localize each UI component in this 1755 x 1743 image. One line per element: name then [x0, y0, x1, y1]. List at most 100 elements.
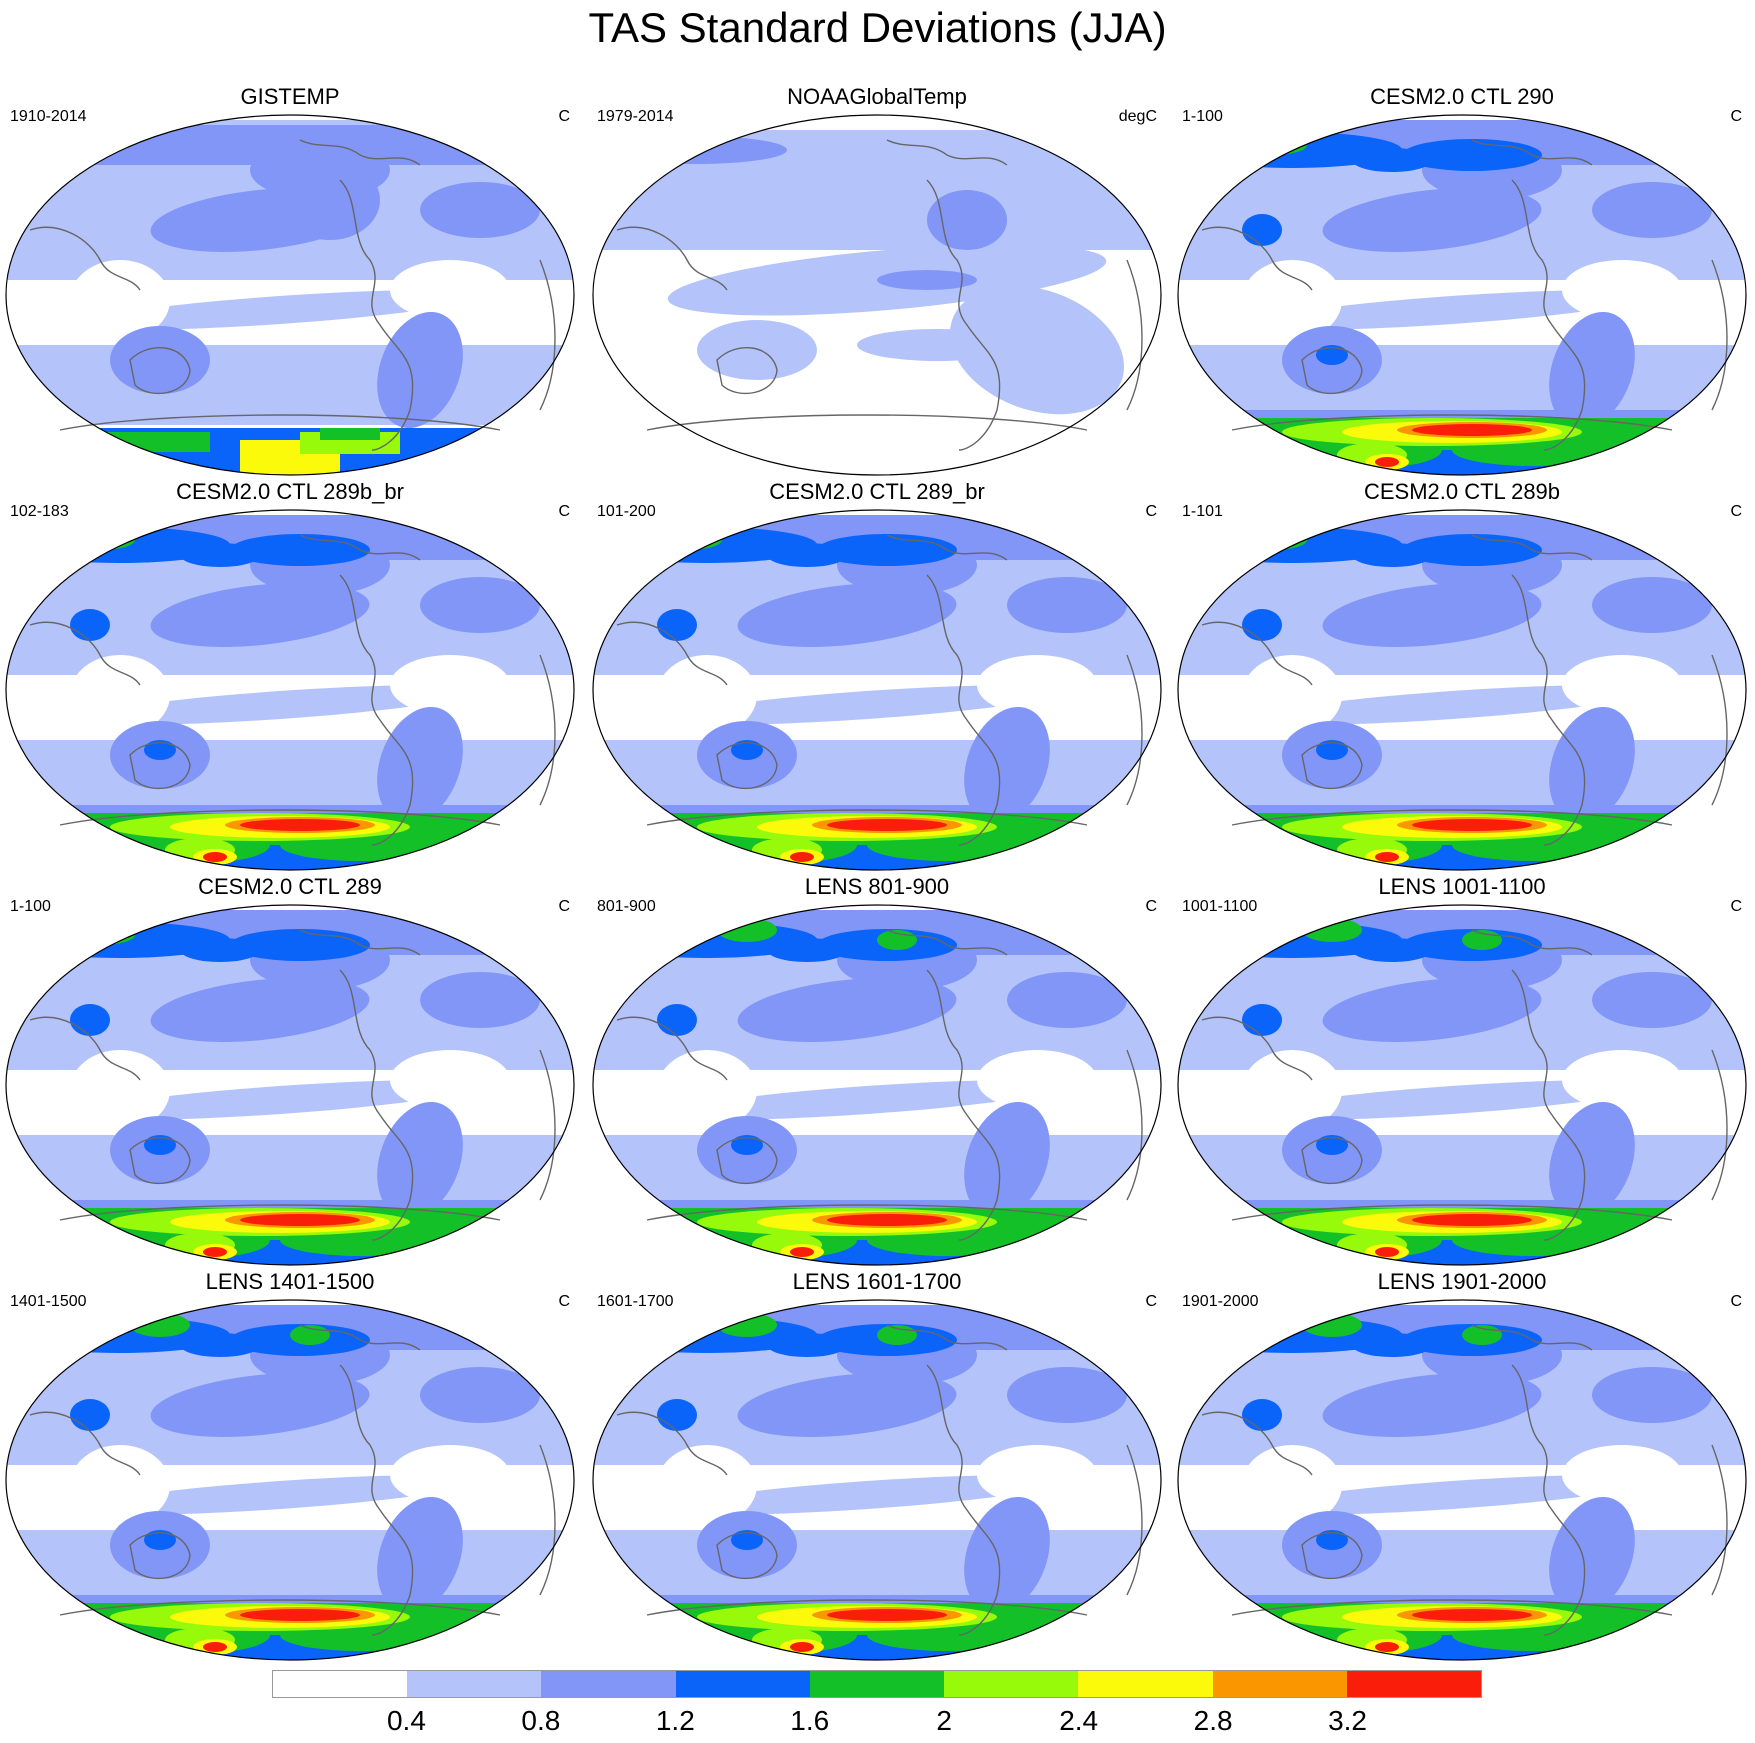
- field-shading: [593, 905, 1161, 1265]
- map-panel: LENS 1401-1500 1401-1500 C: [0, 1269, 580, 1664]
- panel-title: LENS 1901-2000: [1377, 1269, 1547, 1294]
- panel-units: degC: [1118, 108, 1157, 125]
- map-projection: [592, 509, 1162, 871]
- field-shading: [593, 115, 1161, 475]
- panel-units: C: [1730, 503, 1742, 520]
- panel-units: C: [558, 898, 570, 915]
- map-panel: CESM2.0 CTL 290 1-100 C: [1172, 84, 1752, 479]
- panel-period: 101-200: [597, 503, 656, 520]
- coastlines: [29, 534, 556, 846]
- colorbar-swatch: [675, 1671, 810, 1697]
- colorbar-label: 1.6: [790, 1705, 830, 1736]
- panel-units: C: [1145, 898, 1157, 915]
- colorbar-swatch: [1078, 1671, 1213, 1697]
- panel-units: C: [558, 503, 570, 520]
- panel-title: CESM2.0 CTL 289_br: [769, 479, 985, 504]
- panel-title: LENS 1601-1700: [792, 1269, 962, 1294]
- panel-units: C: [1730, 108, 1742, 125]
- panel-period: 1401-1500: [10, 1293, 87, 1310]
- coastlines: [29, 1324, 556, 1636]
- colorbar-swatch: [1212, 1671, 1347, 1697]
- colorbar-label: 3.2: [1328, 1705, 1368, 1736]
- field-shading: [593, 510, 1161, 870]
- panel-period: 1-100: [1182, 108, 1223, 125]
- colorbar-label: 0.4: [386, 1705, 426, 1736]
- map-projection: [5, 509, 575, 871]
- panel-title: NOAAGlobalTemp: [787, 84, 967, 109]
- coastlines: [29, 139, 556, 451]
- panel-units: C: [1145, 503, 1157, 520]
- colorbar-swatch: [407, 1671, 542, 1697]
- colorbar-swatch: [1346, 1671, 1481, 1697]
- map-panel: GISTEMP 1910-2014 C: [0, 84, 580, 479]
- map-projection: [5, 114, 575, 476]
- panel-period: 1979-2014: [597, 108, 674, 125]
- field-shading: [593, 1300, 1161, 1660]
- map-panel: LENS 1901-2000 1901-2000 C: [1172, 1269, 1752, 1664]
- map-projection: [1177, 904, 1747, 1266]
- colorbar-label: 2: [936, 1705, 953, 1736]
- colorbar-swatch: [809, 1671, 945, 1697]
- coastlines: [1201, 534, 1728, 846]
- field-shading: [6, 115, 574, 475]
- field-shading: [1178, 115, 1746, 475]
- coastlines: [616, 139, 1143, 451]
- panel-title: LENS 1001-1100: [1378, 874, 1546, 899]
- panel-period: 102-183: [10, 503, 69, 520]
- panel-period: 1001-1100: [1182, 898, 1258, 915]
- map-projection: [1177, 1299, 1747, 1661]
- map-panel: LENS 1601-1700 1601-1700 C: [587, 1269, 1167, 1664]
- panel-period: 1-101: [1182, 503, 1223, 520]
- panel-title: CESM2.0 CTL 289: [198, 874, 382, 899]
- panel-period: 1601-1700: [597, 1293, 674, 1310]
- map-projection: [592, 114, 1162, 476]
- panel-units: C: [1730, 898, 1742, 915]
- panel-units: C: [1730, 1293, 1742, 1310]
- figure-title: TAS Standard Deviations (JJA): [588, 4, 1167, 51]
- map-panel: CESM2.0 CTL 289 1-100 C: [0, 874, 580, 1269]
- map-projection: [5, 904, 575, 1266]
- field-shading: [6, 510, 574, 870]
- panel-title: CESM2.0 CTL 290: [1370, 84, 1554, 109]
- colorbar-label: 2.4: [1059, 1705, 1099, 1736]
- colorbar-label: 0.8: [521, 1705, 561, 1736]
- panel-period: 1-100: [10, 898, 51, 915]
- colorbar: [272, 1670, 1482, 1698]
- panel-units: C: [558, 1293, 570, 1310]
- coastlines: [616, 929, 1143, 1241]
- colorbar-label: 1.2: [655, 1705, 695, 1736]
- coastlines: [1201, 929, 1728, 1241]
- panel-title: CESM2.0 CTL 289b_br: [176, 479, 404, 504]
- coastlines: [616, 534, 1143, 846]
- map-panel: LENS 1001-1100 1001-1100 C: [1172, 874, 1752, 1269]
- field-shading: [6, 905, 574, 1265]
- colorbar-swatch: [944, 1671, 1079, 1697]
- panel-title: GISTEMP: [240, 84, 340, 109]
- panel-period: 1910-2014: [10, 108, 87, 125]
- panel-period: 1901-2000: [1182, 1293, 1259, 1310]
- map-projection: [5, 1299, 575, 1661]
- panel-period: 801-900: [597, 898, 656, 915]
- map-panel: NOAAGlobalTemp 1979-2014 degC: [587, 84, 1167, 479]
- map-panel: LENS 801-900 801-900 C: [587, 874, 1167, 1269]
- field-shading: [6, 1300, 574, 1660]
- coastlines: [1201, 139, 1728, 451]
- panel-title: CESM2.0 CTL 289b: [1363, 479, 1561, 504]
- map-panel: CESM2.0 CTL 289_br 101-200 C: [587, 479, 1167, 874]
- colorbar-labels: 0.4 0.8 1.2 1.6 2 2.4 2.8 3.2: [272, 1705, 1482, 1741]
- coastlines: [29, 929, 556, 1241]
- map-projection: [592, 904, 1162, 1266]
- coastlines: [1201, 1324, 1728, 1636]
- map-panel: CESM2.0 CTL 289b_br 102-183 C: [0, 479, 580, 874]
- colorbar-swatch: [273, 1671, 408, 1697]
- field-shading: [1178, 905, 1746, 1265]
- map-panel: CESM2.0 CTL 289b 1-101 C: [1172, 479, 1752, 874]
- coastlines: [616, 1324, 1143, 1636]
- map-projection: [1177, 509, 1747, 871]
- panel-title: LENS 1401-1500: [205, 1269, 375, 1294]
- map-projection: [592, 1299, 1162, 1661]
- field-shading: [1178, 510, 1746, 870]
- panel-title: LENS 801-900: [804, 874, 950, 899]
- panel-units: C: [1145, 1293, 1157, 1310]
- colorbar-label: 2.8: [1193, 1705, 1233, 1736]
